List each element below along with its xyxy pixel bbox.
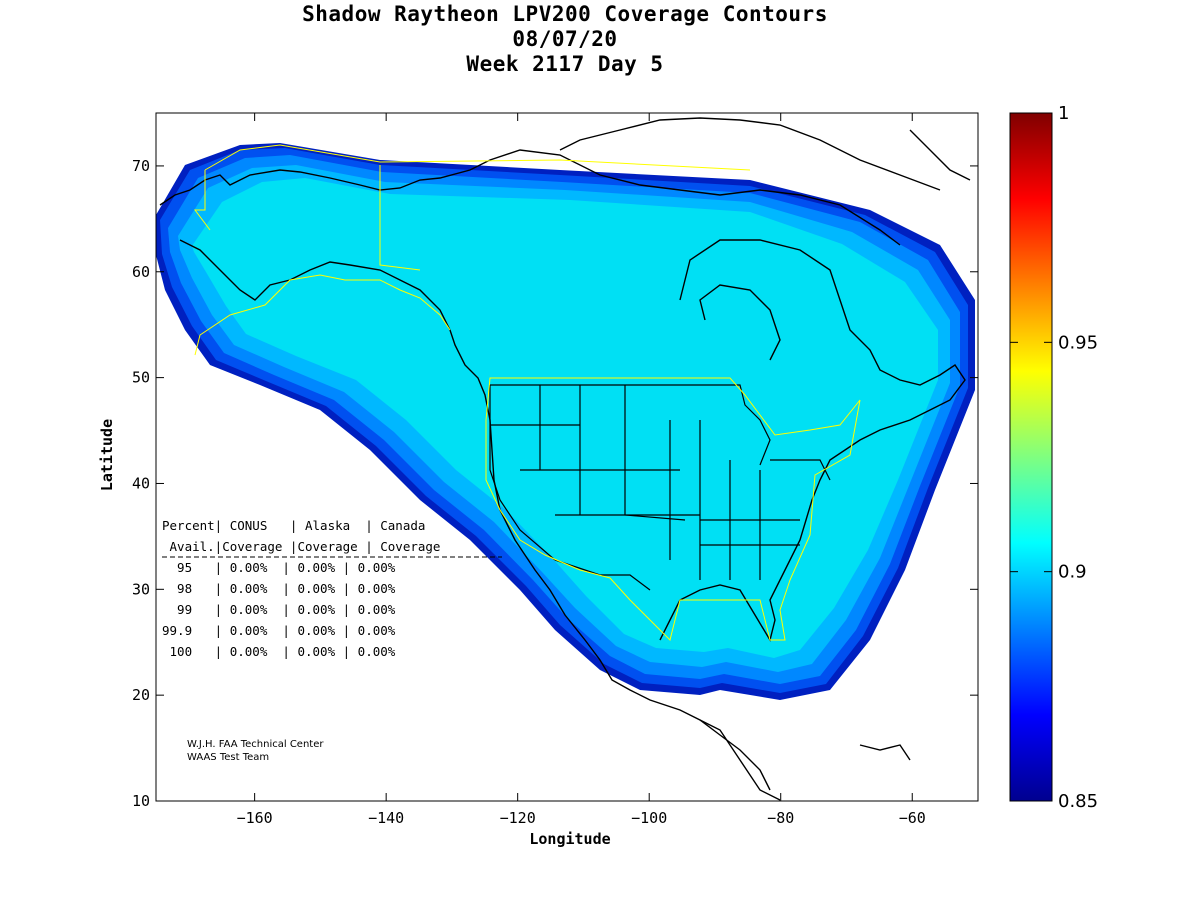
colorbar-tick-label: 1 (1058, 103, 1069, 124)
table-row: 99.9 | 0.00% | 0.00% | 0.00% (162, 623, 396, 638)
y-tick-label: 30 (132, 580, 150, 598)
y-tick-label: 70 (132, 157, 150, 175)
map-week-day: Week 2117 Day 5 (466, 52, 664, 76)
credit-line-1: W.J.H. FAA Technical Center (187, 739, 324, 750)
colorbar-tick-label: 0.85 (1058, 791, 1098, 812)
y-tick-label: 60 (132, 263, 150, 281)
coverage-table: Percent| CONUS | Alaska | Canada Avail.|… (162, 518, 502, 659)
x-axis-label: Longitude (529, 830, 610, 848)
colorbar-tick-label: 0.9 (1058, 562, 1087, 583)
map-date: 08/07/20 (512, 27, 618, 51)
table-header-1: Percent| CONUS | Alaska | Canada (162, 518, 425, 533)
table-row: 99 | 0.00% | 0.00% | 0.00% (162, 602, 396, 617)
x-tick-label: −160 (237, 809, 273, 827)
table-header-2: Avail.|Coverage |Coverage | Coverage (162, 539, 440, 554)
table-row: 98 | 0.00% | 0.00% | 0.00% (162, 581, 396, 596)
x-tick-label: −140 (368, 809, 404, 827)
map-title: Shadow Raytheon LPV200 Coverage Contours (302, 2, 828, 26)
x-tick-label: −100 (631, 809, 667, 827)
service-boundaries (194, 144, 861, 641)
colorbar (1009, 112, 1053, 802)
table-row: 95 | 0.00% | 0.00% | 0.00% (162, 560, 396, 575)
y-tick-label: 50 (132, 369, 150, 387)
us-state-borders (489, 384, 831, 591)
y-tick-label: 10 (132, 792, 150, 810)
plot-frame (155, 112, 979, 802)
x-axis-ticks: −160 −140 −120 −100 −80 −60 (237, 113, 926, 827)
x-tick-label: −120 (500, 809, 536, 827)
colorbar-ticks: 0.85 0.9 0.95 1 (1010, 103, 1098, 812)
x-tick-label: −80 (767, 809, 794, 827)
coastlines (159, 117, 971, 801)
y-tick-label: 20 (132, 686, 150, 704)
x-tick-label: −60 (899, 809, 926, 827)
y-axis-label: Latitude (98, 419, 116, 491)
table-row: 100 | 0.00% | 0.00% | 0.00% (162, 644, 396, 659)
colorbar-tick-label: 0.95 (1058, 332, 1098, 353)
credit-line-2: WAAS Test Team (187, 752, 269, 763)
y-tick-label: 40 (132, 474, 150, 492)
coverage-region-main (192, 178, 938, 658)
y-axis-ticks: 10 20 30 40 50 60 70 (132, 157, 978, 810)
